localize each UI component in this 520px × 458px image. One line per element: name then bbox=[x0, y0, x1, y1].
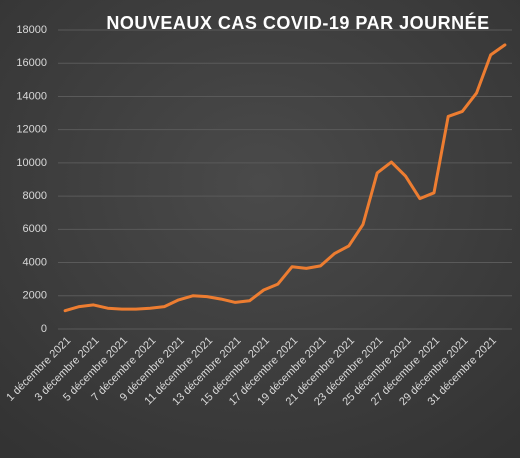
data-line bbox=[63, 43, 507, 313]
y-tick-label: 6000 bbox=[23, 223, 47, 235]
y-tick-label: 12000 bbox=[16, 124, 47, 136]
y-tick-label: 18000 bbox=[16, 24, 47, 36]
y-tick-label: 10000 bbox=[16, 157, 47, 169]
y-tick-label: 14000 bbox=[16, 90, 47, 102]
y-tick-label: 16000 bbox=[16, 57, 47, 69]
y-tick-label: 8000 bbox=[23, 190, 47, 202]
y-tick-label: 2000 bbox=[23, 290, 47, 302]
chart-title: NOUVEAUX CAS COVID-19 PAR JOURNÉE bbox=[106, 12, 489, 33]
y-tick-label: 4000 bbox=[23, 256, 47, 268]
y-tick-label: 0 bbox=[41, 323, 47, 335]
